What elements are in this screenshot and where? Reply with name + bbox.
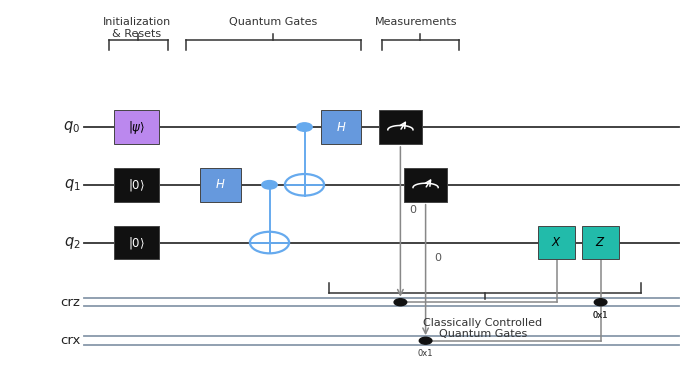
Text: Classically Controlled
Quantum Gates: Classically Controlled Quantum Gates	[424, 318, 542, 339]
Text: $H$: $H$	[215, 178, 226, 191]
Text: 0x1: 0x1	[418, 349, 433, 358]
Text: $Z$: $Z$	[595, 236, 606, 249]
Text: $q_1$: $q_1$	[64, 177, 80, 193]
Text: crz: crz	[61, 296, 80, 309]
Text: Measurements: Measurements	[375, 17, 458, 27]
Text: 0x1: 0x1	[593, 311, 608, 320]
Text: Quantum Gates: Quantum Gates	[229, 17, 317, 27]
Text: $X$: $X$	[551, 236, 562, 249]
Bar	[321, 110, 361, 144]
Text: 0x1: 0x1	[593, 311, 608, 320]
Text: $|\psi\rangle$: $|\psi\rangle$	[128, 119, 145, 136]
Bar	[200, 168, 241, 202]
Bar	[404, 168, 447, 202]
Text: crx: crx	[60, 334, 80, 347]
Text: Initialization
& Resets: Initialization & Resets	[102, 17, 171, 39]
Text: $|0\rangle$: $|0\rangle$	[128, 234, 145, 251]
Circle shape	[419, 337, 432, 344]
Circle shape	[262, 181, 277, 189]
Text: $H$: $H$	[335, 121, 346, 134]
Bar	[113, 168, 160, 202]
Bar	[113, 226, 160, 259]
Text: 0: 0	[409, 205, 416, 215]
Text: $q_2$: $q_2$	[64, 234, 80, 251]
Circle shape	[594, 299, 607, 306]
Text: 0: 0	[434, 253, 441, 263]
Bar	[582, 226, 619, 259]
Text: $|0\rangle$: $|0\rangle$	[128, 177, 145, 193]
Circle shape	[297, 123, 312, 131]
Bar	[538, 226, 575, 259]
Circle shape	[394, 299, 407, 306]
Bar	[379, 110, 422, 144]
Bar	[113, 110, 160, 144]
Text: $q_0$: $q_0$	[64, 119, 80, 135]
